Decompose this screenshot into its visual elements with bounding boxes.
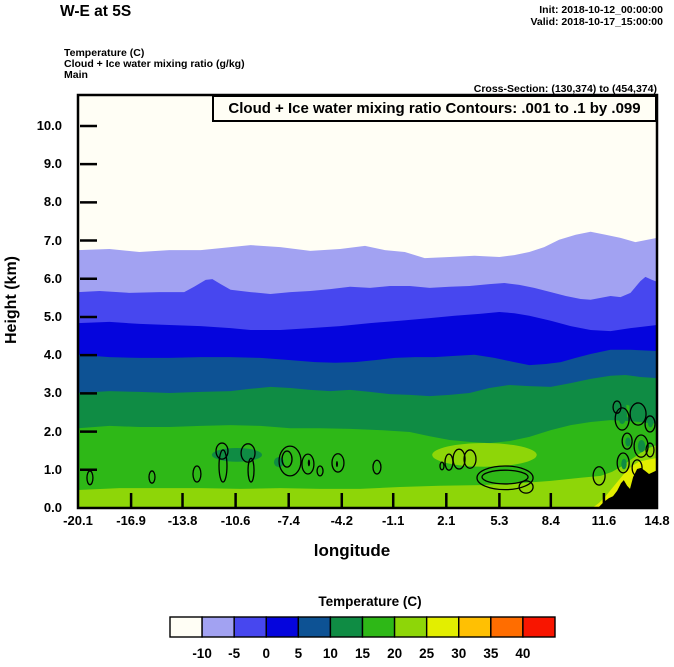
cloud-contour [518, 480, 534, 494]
field-line-cloud-ice: Cloud + Ice water mixing ratio (g/kg) [64, 58, 245, 70]
page-title: W-E at 5S [60, 3, 132, 20]
cloud-contour [645, 442, 655, 458]
y-tick-label: 7.0 [43, 232, 62, 248]
cloud-contour [439, 461, 445, 471]
field-description: Temperature (C) Cloud + Ice water mixing… [64, 48, 245, 81]
field-line-domain: Main [64, 69, 88, 81]
cloud-contour [148, 470, 156, 484]
cloud-contour [614, 407, 630, 431]
x-tick-label: -7.4 [277, 513, 300, 528]
colorbar-swatch [490, 616, 524, 638]
cloud-contour [301, 453, 315, 475]
cloud-contour [215, 442, 229, 460]
cloud-contour [218, 449, 228, 483]
y-tick-label: 1.0 [43, 461, 62, 477]
colorbar-swatch [458, 616, 492, 638]
x-tick-label: -13.8 [167, 513, 198, 528]
cloud-contour [612, 400, 622, 414]
cloud-contour [616, 452, 630, 474]
cloud-contour [452, 448, 466, 470]
terrain [597, 467, 657, 508]
colorbar-swatch [329, 616, 364, 638]
x-tick-label: -16.9 [116, 513, 146, 528]
cool-pocket [618, 411, 626, 424]
colorbar-swatch [522, 616, 556, 638]
colorbar-tick-label: 10 [322, 646, 338, 661]
colorbar-tick-label: 0 [262, 646, 270, 661]
colorbar-tick-label: 25 [419, 646, 435, 661]
cloud-contour [192, 465, 202, 483]
y-tick-label: 0.0 [43, 500, 62, 515]
colorbar-title: Temperature (C) [318, 594, 422, 609]
cloud-contour [331, 453, 345, 473]
cloud-contour-core [307, 459, 311, 467]
y-tick-label: 5.0 [43, 308, 62, 324]
y-tick-label: 4.0 [43, 347, 62, 363]
cool-pocket [625, 437, 631, 447]
cloud-contour [247, 457, 255, 483]
contour-title-box: Cloud + Ice water mixing ratio Contours:… [212, 95, 657, 122]
cloud-contour [476, 465, 534, 491]
x-tick-label: -4.2 [330, 513, 353, 528]
cloud-contour-core [335, 461, 338, 468]
colorbar-swatch [393, 616, 428, 638]
cloud-contour [281, 450, 293, 468]
contour-title: Cloud + Ice water mixing ratio Contours:… [228, 100, 641, 117]
cross-section-coords: Cross-Section: (130,374) to (454,374) [473, 83, 657, 95]
cloud-contour [592, 466, 606, 486]
colorbar-tick-label: 40 [515, 646, 531, 661]
colorbar-tick-label: -5 [228, 646, 241, 661]
cloud-contour [644, 415, 656, 433]
cloud-contour [463, 449, 477, 469]
y-tick-label: 9.0 [43, 156, 62, 172]
colorbar-tick-label: -10 [192, 646, 212, 661]
x-tick-label: 14.8 [644, 513, 670, 528]
colorbar-tick-label: 20 [387, 646, 403, 661]
y-tick-label: 10.0 [36, 117, 62, 133]
cool-pocket [647, 418, 654, 428]
colorbar-swatch [425, 616, 460, 638]
x-tick-label: 8.4 [541, 513, 560, 528]
x-tick-label: 5.3 [490, 513, 509, 528]
colorbar-swatch [265, 616, 300, 638]
cloud-contour [372, 459, 382, 475]
y-tick-label: 8.0 [43, 194, 62, 210]
run-timestamps: Init: 2018-10-12_00:00:00 Valid: 2018-10… [530, 4, 663, 28]
y-axis-title: Height (km) [3, 256, 20, 344]
y-tick-label: 2.0 [43, 423, 62, 439]
colorbar-swatch [233, 616, 267, 638]
cool-pocket [634, 407, 642, 419]
field-line-temperature: Temperature (C) [64, 47, 145, 59]
colorbar-tick-label: 5 [294, 646, 303, 661]
temperature-band [78, 445, 657, 508]
colorbar-swatch [361, 616, 396, 638]
cloud-contour [278, 445, 302, 477]
colorbar-tick-label: 15 [354, 646, 371, 661]
x-axis-title: longitude [313, 541, 391, 560]
cloud-contour [633, 434, 649, 458]
cloud-contour [631, 459, 643, 477]
valid-timestamp: Valid: 2018-10-17_15:00:00 [530, 15, 663, 28]
cool-pocket [621, 458, 627, 470]
cloud-contour [629, 402, 647, 426]
cloud-contour [316, 465, 324, 477]
init-timestamp: Init: 2018-10-12_00:00:00 [539, 4, 663, 16]
x-tick-label: 2.1 [437, 513, 456, 528]
colorbar-tick-label: 35 [483, 646, 499, 661]
cloud-contour [481, 469, 529, 485]
x-tick-label: -10.6 [220, 513, 251, 528]
colorbar-tick-label: 30 [451, 646, 467, 661]
cool-pocket [637, 439, 646, 453]
colorbar-swatch [297, 616, 332, 638]
y-tick-label: 6.0 [43, 270, 62, 286]
cloud-contour [621, 432, 633, 450]
colorbar-swatch [169, 616, 203, 638]
x-tick-label: -1.1 [382, 513, 405, 528]
colorbar-swatch [201, 616, 235, 638]
x-tick-label: 11.6 [591, 513, 617, 528]
y-tick-label: 3.0 [43, 385, 62, 401]
x-tick-label: -20.1 [63, 513, 93, 528]
